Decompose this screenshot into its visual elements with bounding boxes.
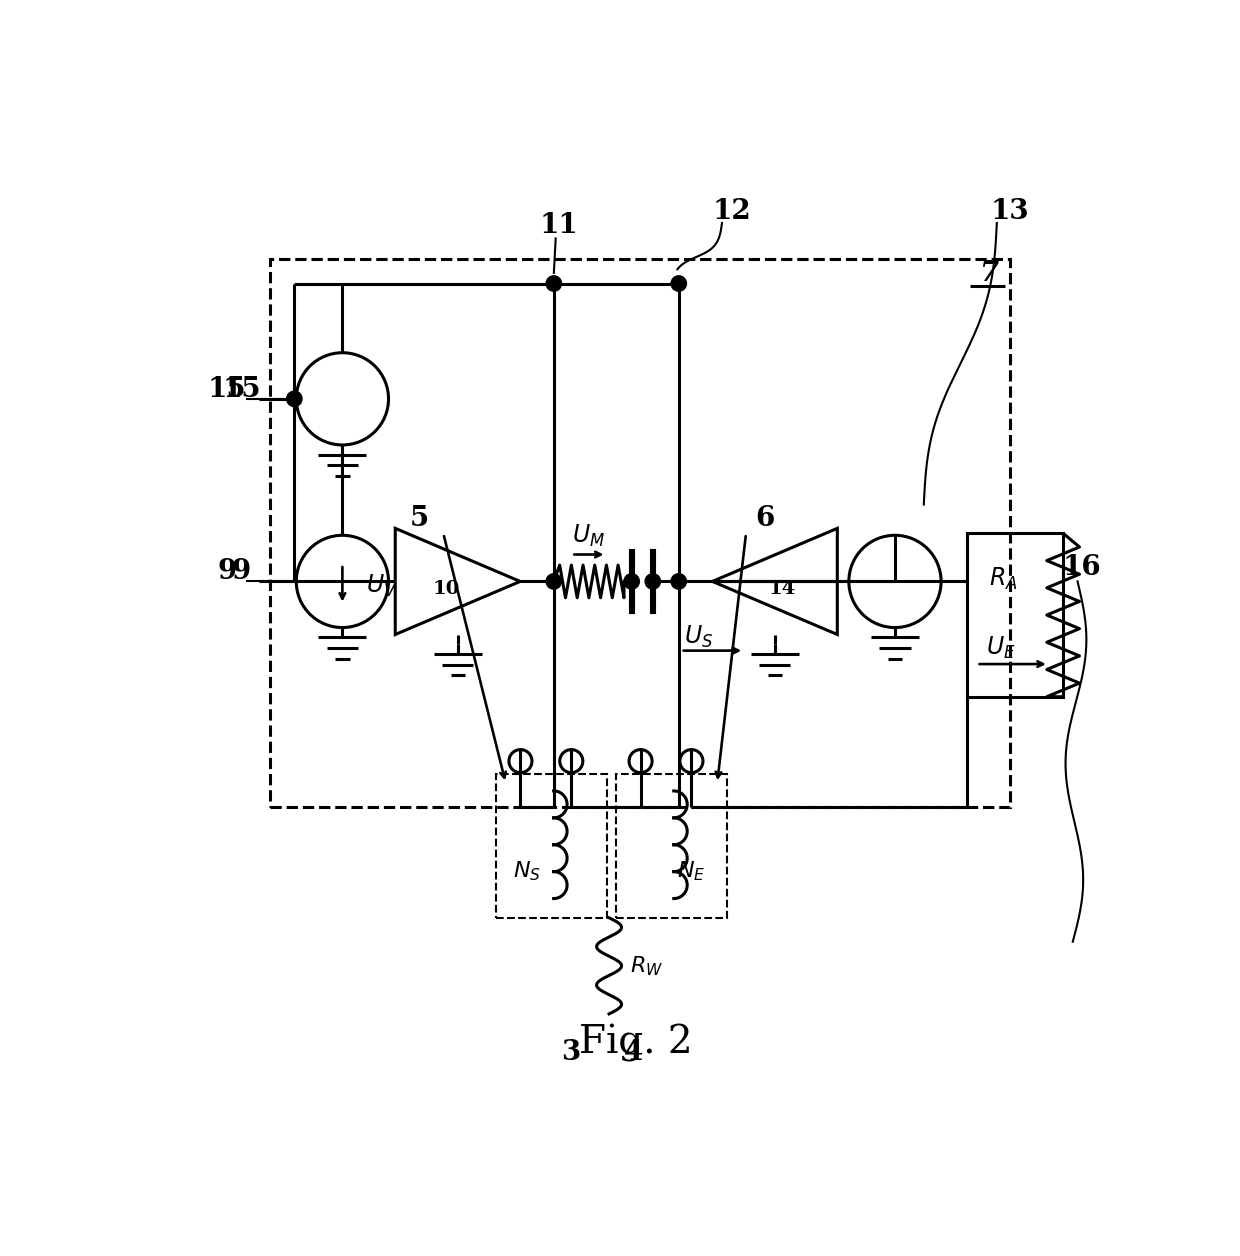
- Text: 6: 6: [755, 505, 775, 533]
- Text: 12: 12: [712, 198, 751, 225]
- Text: 15: 15: [222, 376, 260, 403]
- Circle shape: [671, 574, 687, 589]
- Bar: [967, 534, 1063, 697]
- Text: 4: 4: [624, 1039, 642, 1066]
- Bar: [496, 774, 606, 918]
- Bar: [616, 774, 727, 918]
- Text: $N_E$: $N_E$: [677, 860, 706, 883]
- Text: 7: 7: [980, 260, 998, 288]
- Circle shape: [546, 574, 562, 589]
- Text: $R_W$: $R_W$: [630, 955, 663, 977]
- Text: 10: 10: [433, 580, 460, 598]
- Text: 5: 5: [409, 505, 429, 533]
- Text: 16: 16: [1063, 554, 1101, 580]
- Text: $U_E$: $U_E$: [986, 634, 1016, 661]
- Text: $N_S$: $N_S$: [513, 860, 541, 883]
- Text: Fig. 2: Fig. 2: [579, 1024, 692, 1061]
- Circle shape: [286, 391, 303, 407]
- Text: 11: 11: [539, 212, 578, 240]
- Text: $R_A$: $R_A$: [990, 566, 1018, 593]
- Text: $U_S$: $U_S$: [683, 624, 713, 651]
- Text: 15: 15: [208, 376, 247, 403]
- Circle shape: [624, 574, 640, 589]
- Text: 13: 13: [991, 198, 1029, 225]
- Text: $U_V$: $U_V$: [367, 573, 398, 599]
- Circle shape: [645, 574, 661, 589]
- Text: $U_M$: $U_M$: [573, 524, 605, 549]
- Text: 14: 14: [769, 580, 796, 598]
- Text: 9: 9: [217, 559, 237, 585]
- Bar: [270, 260, 1011, 808]
- Circle shape: [546, 276, 562, 291]
- Circle shape: [671, 276, 687, 291]
- Text: 9: 9: [232, 559, 252, 585]
- Text: 3: 3: [560, 1039, 580, 1066]
